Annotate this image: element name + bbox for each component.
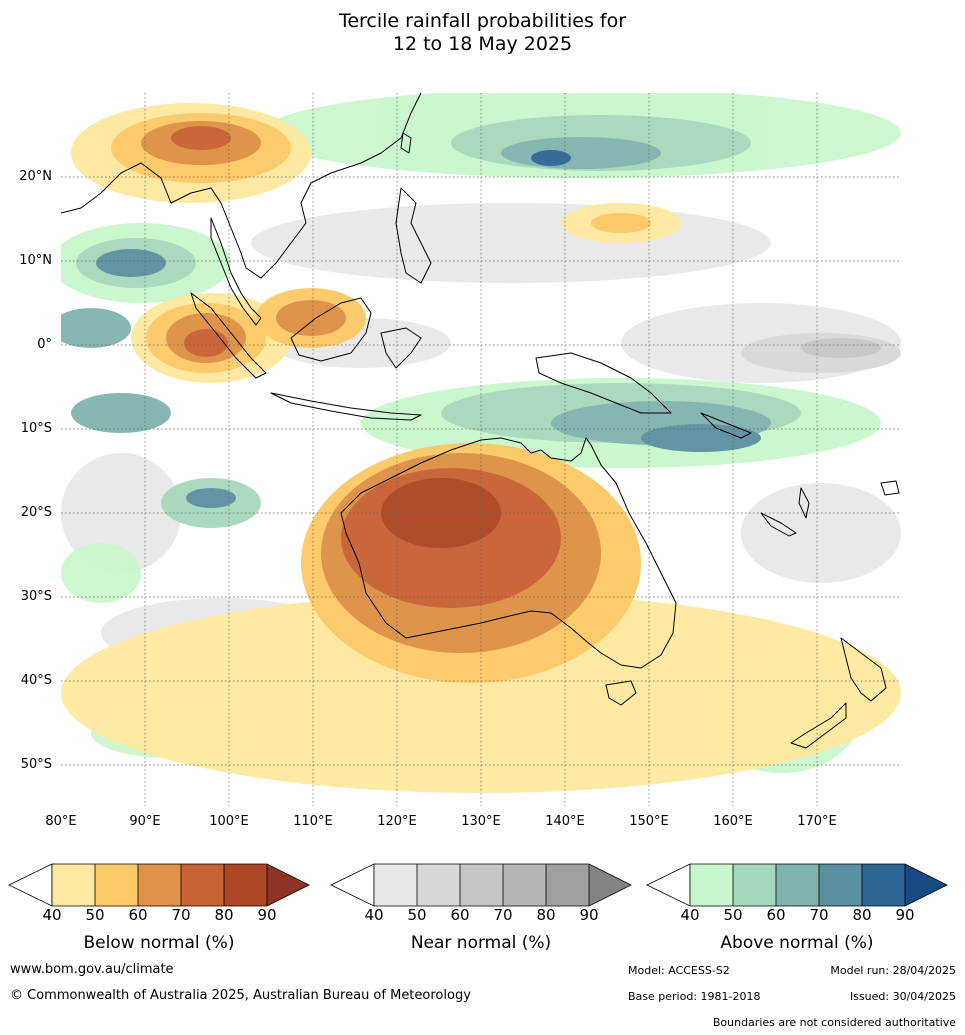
legend-below-normal: 40 50 60 70 80 90 Below normal (%) xyxy=(8,863,310,953)
coast-sumatra xyxy=(190,292,267,379)
legend-above-tick-80: 80 xyxy=(852,906,872,924)
lat-label-40s: 40°S xyxy=(20,673,52,688)
lon-label-80e: 80°E xyxy=(45,814,77,829)
lat-label-10n: 10°N xyxy=(19,253,52,268)
coast-philippines xyxy=(395,187,432,284)
footer-base-period: Base period: 1981-2018 xyxy=(628,990,761,1003)
lat-label-20s: 20°S xyxy=(20,505,52,520)
legend-near-tick-80: 80 xyxy=(536,906,556,924)
footer-issued: Issued: 30/04/2025 xyxy=(849,990,956,1003)
coast-borneo xyxy=(290,297,372,362)
coast-tasmania xyxy=(605,680,637,706)
probability-map-canvas xyxy=(61,93,901,806)
lon-label-150e: 150°E xyxy=(629,814,669,829)
legend-above-title: Above normal (%) xyxy=(720,933,874,953)
legend-below-tick-60: 60 xyxy=(128,906,148,924)
legend-near-tick-70: 70 xyxy=(493,906,513,924)
legend-below-tick-40: 40 xyxy=(42,906,62,924)
lon-label-130e: 130°E xyxy=(461,814,501,829)
legend-near-tick-50: 50 xyxy=(407,906,427,924)
legend-below-tick-80: 80 xyxy=(214,906,234,924)
lat-label-50s: 50°S xyxy=(20,757,52,772)
coast-asia-mainland xyxy=(61,93,422,279)
coast-australia xyxy=(340,437,677,669)
coast-new-zealand-north xyxy=(840,637,887,702)
footer-website-link[interactable]: www.bom.gov.au/climate xyxy=(10,962,174,977)
coast-new-guinea xyxy=(535,352,672,414)
legend-near-tick-90: 90 xyxy=(579,906,599,924)
legend-below-title: Below normal (%) xyxy=(83,933,235,953)
footer-model-run: Model run: 28/04/2025 xyxy=(830,964,956,977)
legend-near-title: Near normal (%) xyxy=(410,933,552,953)
lat-label-30s: 30°S xyxy=(20,589,52,604)
map-title: Tercile rainfall probabilities for 12 to… xyxy=(0,10,965,56)
lat-label-0: 0° xyxy=(37,337,52,352)
coast-new-zealand-south xyxy=(790,702,847,749)
legend-above-tick-60: 60 xyxy=(766,906,786,924)
coast-new-caledonia xyxy=(760,512,797,537)
probability-map xyxy=(61,93,901,806)
lon-label-140e: 140°E xyxy=(545,814,585,829)
coast-sulawesi xyxy=(380,327,422,369)
legend-near-tick-40: 40 xyxy=(364,906,384,924)
legend-near-normal-colorbar xyxy=(330,863,632,907)
coast-java-chain xyxy=(270,392,422,421)
lat-label-10s: 10°S xyxy=(20,421,52,436)
legend-below-tick-70: 70 xyxy=(171,906,191,924)
lon-label-100e: 100°E xyxy=(209,814,249,829)
lat-label-20n: 20°N xyxy=(19,169,52,184)
lon-label-170e: 170°E xyxy=(797,814,837,829)
legend-above-tick-40: 40 xyxy=(680,906,700,924)
coast-malay-peninsula xyxy=(210,217,262,326)
legend-near-tick-60: 60 xyxy=(450,906,470,924)
legend-above-normal: 40 50 60 70 80 90 Above normal (%) xyxy=(646,863,948,953)
lon-label-90e: 90°E xyxy=(129,814,161,829)
lon-label-120e: 120°E xyxy=(377,814,417,829)
graticule xyxy=(61,93,901,806)
legend-below-tick-50: 50 xyxy=(85,906,105,924)
legend-below-normal-colorbar xyxy=(8,863,310,907)
footer-copyright: © Commonwealth of Australia 2025, Austra… xyxy=(10,988,471,1003)
lon-label-160e: 160°E xyxy=(713,814,753,829)
lon-label-110e: 110°E xyxy=(293,814,333,829)
map-title-line1: Tercile rainfall probabilities for xyxy=(338,10,627,32)
coast-vanuatu-fiji xyxy=(798,480,900,519)
legend-above-tick-70: 70 xyxy=(809,906,829,924)
map-title-line2: 12 to 18 May 2025 xyxy=(392,33,573,55)
coast-solomons xyxy=(700,412,752,439)
legend-above-normal-colorbar xyxy=(646,863,948,907)
legend-below-tick-90: 90 xyxy=(257,906,277,924)
legend-near-normal: 40 50 60 70 80 90 Near normal (%) xyxy=(330,863,632,953)
legend-above-tick-50: 50 xyxy=(723,906,743,924)
coast-taiwan xyxy=(400,132,412,154)
legend-above-tick-90: 90 xyxy=(895,906,915,924)
footer-boundaries-note: Boundaries are not considered authoritat… xyxy=(712,1016,956,1029)
footer-model: Model: ACCESS-S2 xyxy=(628,964,730,977)
coastlines xyxy=(61,93,900,749)
